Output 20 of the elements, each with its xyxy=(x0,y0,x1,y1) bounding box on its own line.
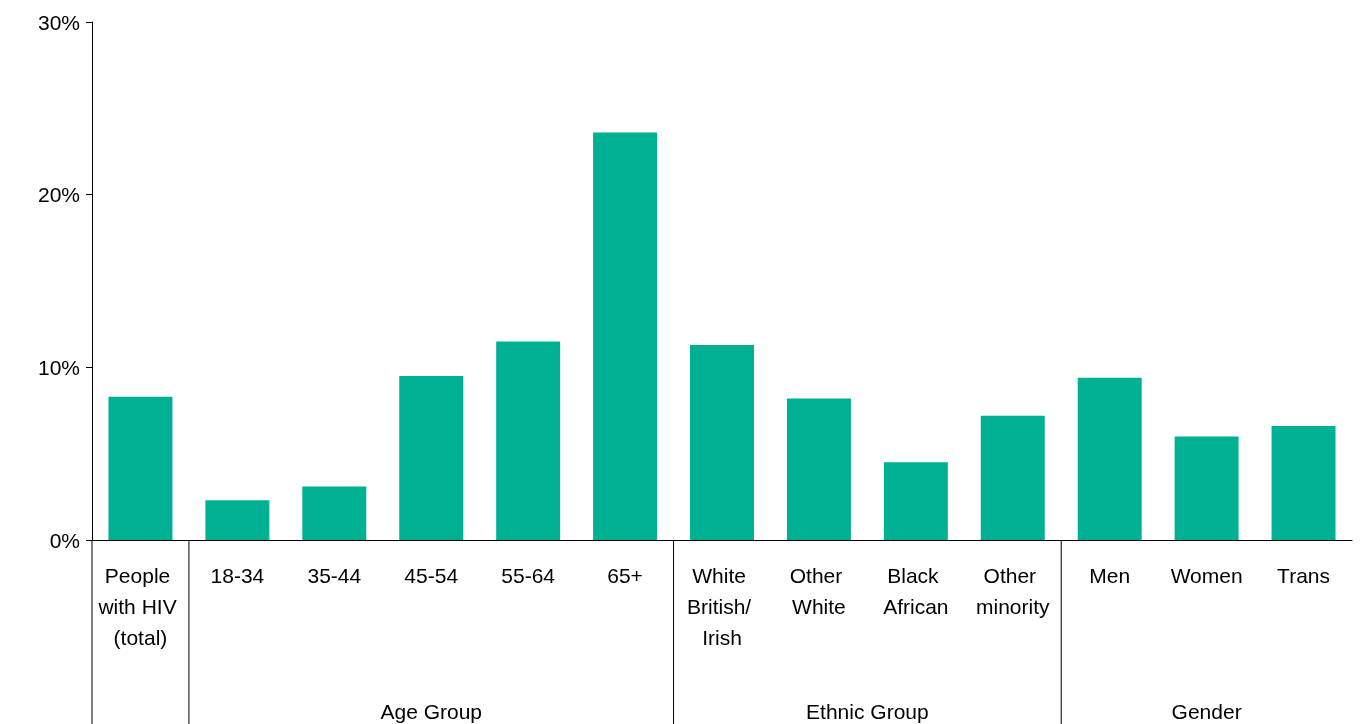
x-tick-label: 45-54 xyxy=(404,564,459,587)
x-tick-label: People with HIV (total) xyxy=(97,564,183,649)
x-tick-label: 65+ xyxy=(607,564,643,587)
x-tick-label: Black African xyxy=(883,564,949,618)
x-tick-label: Trans xyxy=(1277,564,1330,587)
x-tick-label: 35-44 xyxy=(307,564,362,587)
x-tick-label: White British/ Irish xyxy=(686,564,758,649)
x-tick-label: Other White xyxy=(789,564,849,618)
x-tick-label: Women xyxy=(1170,564,1243,587)
text: Ethnic Group xyxy=(806,699,929,723)
y-tick-label: 0% xyxy=(49,528,80,552)
x-tick-label: 55-64 xyxy=(501,564,556,587)
y-tick-label: 30% xyxy=(37,10,80,34)
x-tick-label: Men xyxy=(1089,564,1131,587)
text: Gender xyxy=(1171,699,1242,723)
y-tick-label: 10% xyxy=(37,355,80,379)
x-tick-label: Other minority xyxy=(976,564,1051,618)
text: Age Group xyxy=(380,699,483,723)
x-tick-label: 18-34 xyxy=(210,564,265,587)
y-tick-label: 20% xyxy=(37,183,80,207)
